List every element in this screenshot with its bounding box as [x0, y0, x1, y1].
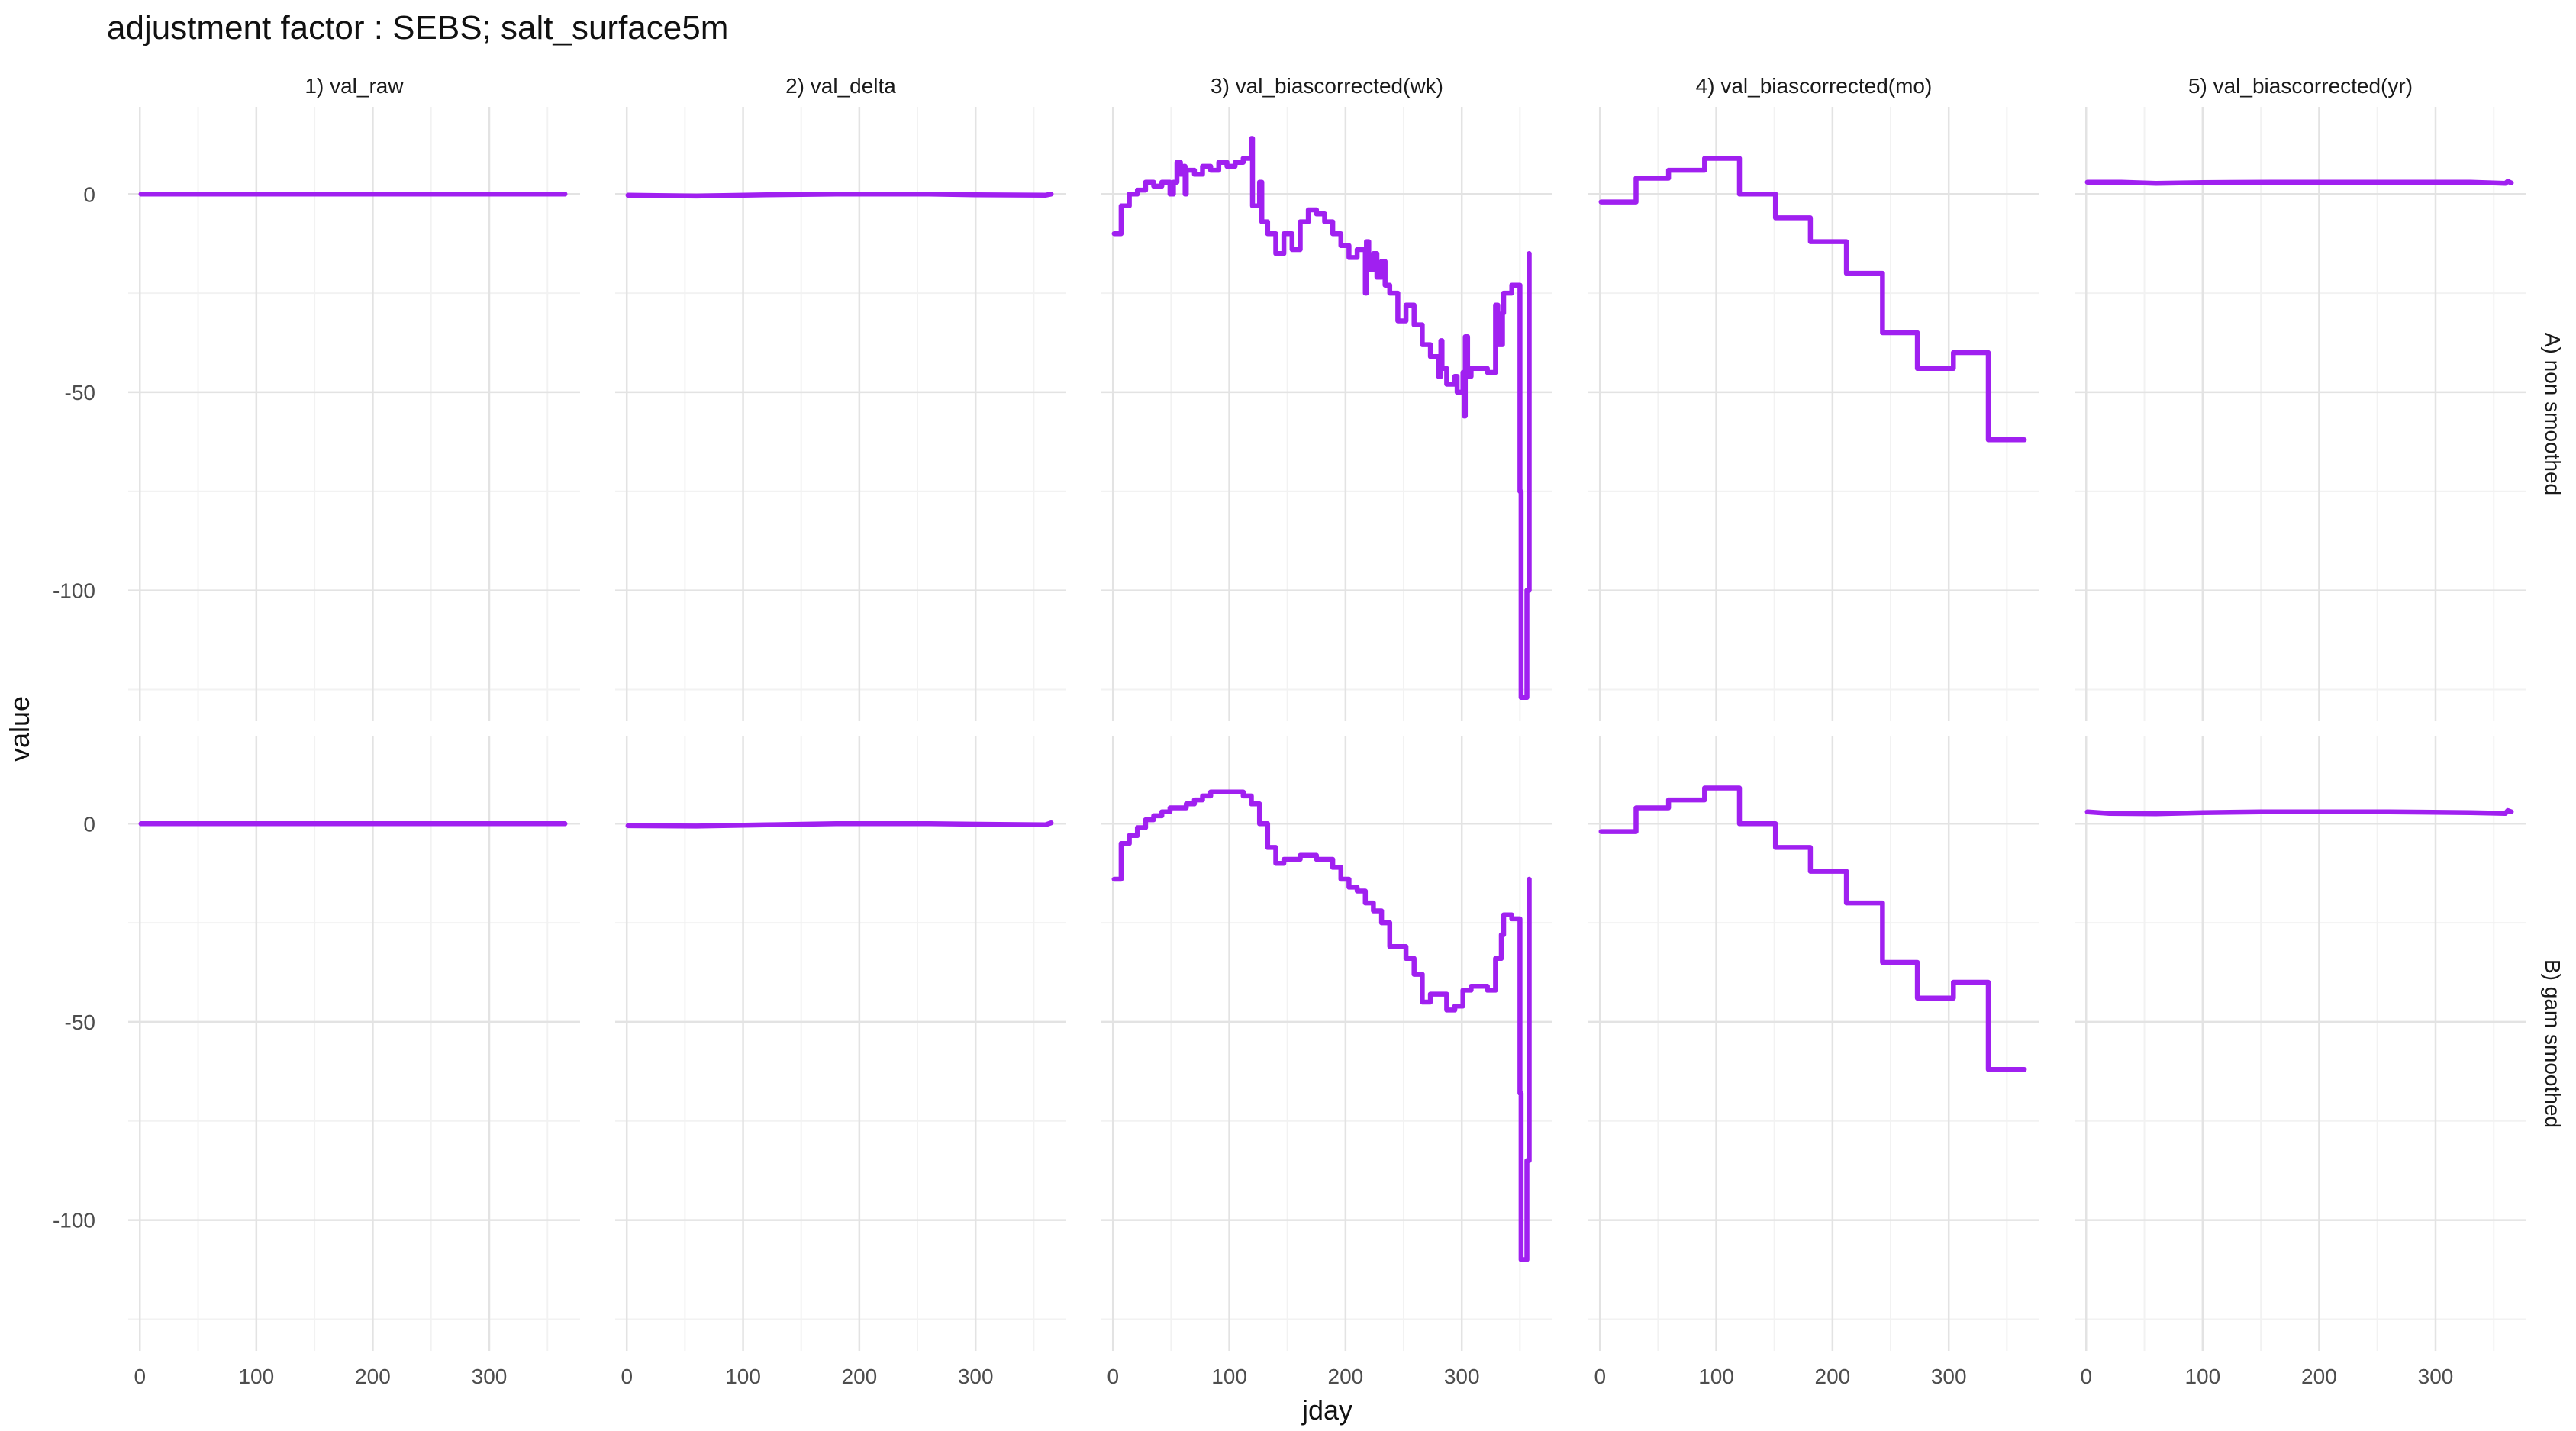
row-strip-label: A) non smoothed	[2541, 333, 2565, 495]
chart-title: adjustment factor : SEBS; salt_surface5m	[107, 9, 729, 47]
x-tick-label: 300	[2418, 1365, 2454, 1388]
x-tick-label: 200	[2301, 1365, 2337, 1388]
y-tick-label: -100	[53, 579, 95, 603]
x-tick-label: 300	[1931, 1365, 1967, 1388]
lines-layer	[138, 136, 2514, 1262]
x-tick-label: 300	[1444, 1365, 1480, 1388]
labels-layer: 1) val_raw 2) val_delta 3) val_biascorrect…	[4, 74, 2565, 1426]
x-tick-label: 0	[621, 1365, 633, 1388]
row-strip-label: B) gam smoothed	[2541, 959, 2565, 1128]
series-line	[625, 820, 1054, 829]
x-tick-label: 100	[1698, 1365, 1734, 1388]
x-axis-title: jday	[1301, 1394, 1352, 1426]
x-tick-label: 100	[1211, 1365, 1247, 1388]
series-line	[2084, 179, 2514, 186]
x-tick-label: 100	[2184, 1365, 2220, 1388]
x-tick-label: 0	[134, 1365, 146, 1388]
x-tick-label: 200	[842, 1365, 878, 1388]
series-line	[1598, 156, 2027, 443]
x-tick-label: 100	[725, 1365, 761, 1388]
x-tick-label: 100	[238, 1365, 274, 1388]
x-tick-label: 0	[1107, 1365, 1119, 1388]
column-strip-label: 4) val_biascorrected(mo)	[1696, 74, 1933, 98]
x-tick-label: 300	[472, 1365, 508, 1388]
x-tick-label: 0	[1594, 1365, 1606, 1388]
x-tick-label: 0	[2080, 1365, 2092, 1388]
panels-layer	[128, 107, 2526, 1351]
column-strip-label: 5) val_biascorrected(yr)	[2188, 74, 2413, 98]
x-tick-label: 300	[958, 1365, 994, 1388]
column-strip-label: 1) val_raw	[305, 74, 404, 98]
series-line	[625, 192, 1054, 199]
column-strip-label: 2) val_delta	[785, 74, 896, 98]
series-line	[2084, 807, 2514, 817]
x-tick-label: 200	[1815, 1365, 1851, 1388]
y-tick-label: -50	[65, 381, 95, 404]
series-line	[1111, 789, 1532, 1262]
y-tick-label: -50	[65, 1010, 95, 1034]
y-tick-label: 0	[83, 812, 95, 836]
y-axis-title: value	[4, 696, 35, 762]
y-tick-label: 0	[83, 182, 95, 206]
y-tick-label: -100	[53, 1209, 95, 1233]
column-strip-label: 3) val_biascorrected(wk)	[1211, 74, 1443, 98]
x-tick-label: 200	[355, 1365, 391, 1388]
x-tick-label: 200	[1328, 1365, 1364, 1388]
series-line	[1598, 785, 2027, 1072]
series-line	[1111, 136, 1532, 701]
